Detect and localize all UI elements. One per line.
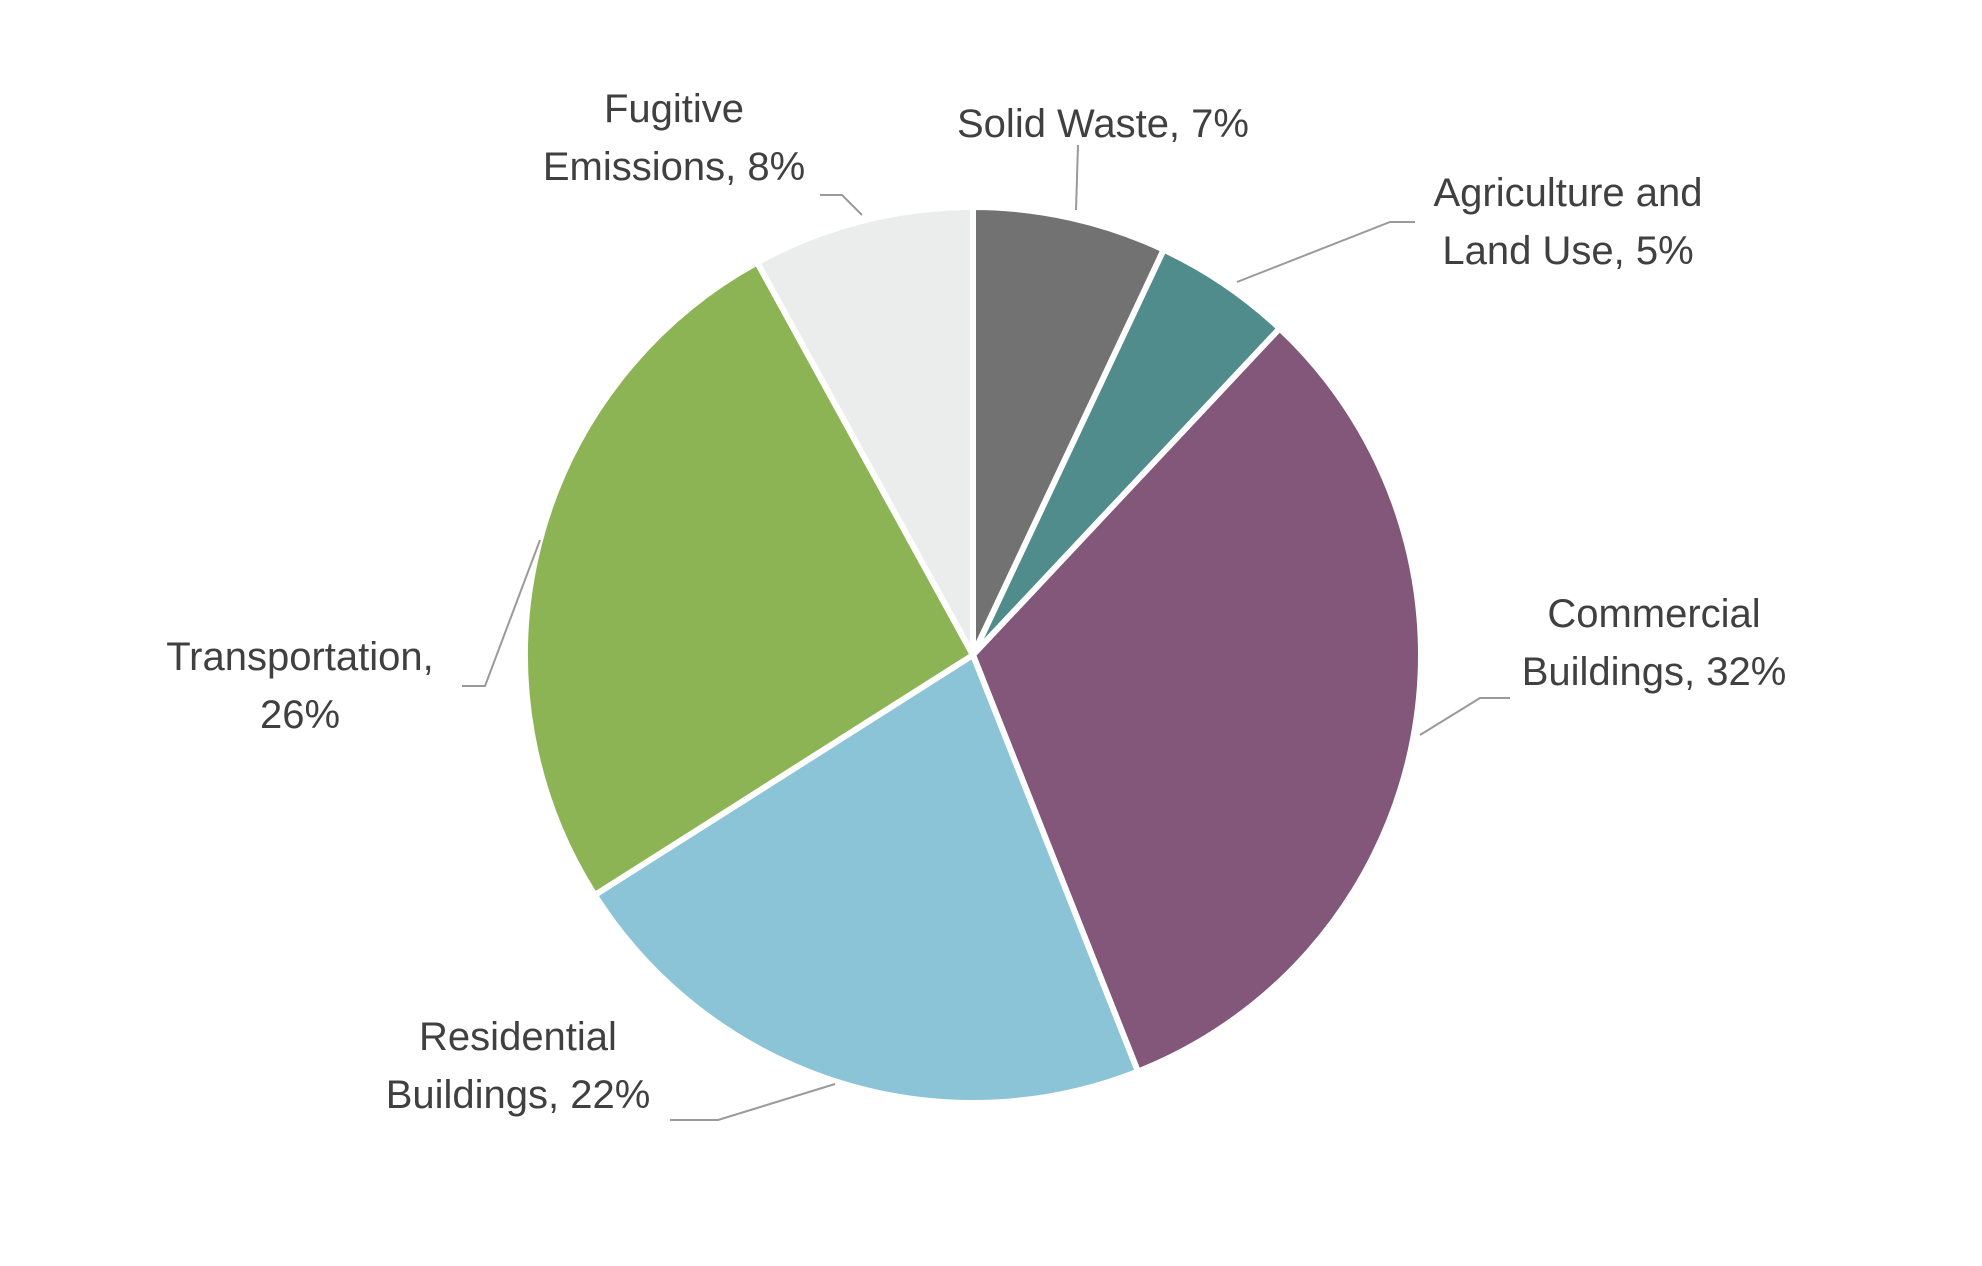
leader-line-transportation (462, 539, 541, 687)
data-label-fugitive-emissions: Fugitive Emissions, 8% (543, 87, 805, 189)
leader-line-residential-buildings (670, 1083, 836, 1121)
leader-line-fugitive-emissions (820, 194, 863, 216)
leader-line-solid-waste (1075, 144, 1079, 211)
data-labels-layer: Solid Waste, 7% Agriculture and Land Use, … (166, 87, 1786, 1117)
data-label-line: Buildings, 22% (386, 1073, 651, 1117)
pie-slice-solid-waste (970, 204, 1167, 658)
data-label-line: Transportation, (166, 635, 434, 679)
leader-lines-layer (462, 144, 1510, 1121)
data-label-line: Emissions, 8% (543, 145, 805, 189)
data-label-commercial-buildings: Commercial Buildings, 32% (1522, 592, 1787, 694)
slices-layer (522, 204, 1424, 1106)
pie-slice-residential-buildings (591, 652, 1141, 1106)
data-label-line: Buildings, 32% (1522, 650, 1787, 694)
data-label-line: Commercial (1547, 592, 1760, 636)
data-label-line: Agriculture and (1433, 171, 1702, 215)
data-label-transportation: Transportation, 26% (166, 635, 434, 737)
data-label-line: Solid Waste, 7% (957, 102, 1249, 146)
data-label-line: Fugitive (604, 87, 744, 131)
pie-slice-fugitive-emissions (754, 204, 976, 658)
data-label-solid-waste: Solid Waste, 7% (957, 102, 1249, 146)
pie-slice-commercial-buildings (970, 325, 1424, 1075)
data-label-residential-buildings: Residential Buildings, 22% (386, 1015, 651, 1117)
leader-line-commercial-buildings (1419, 697, 1510, 736)
leader-line-agriculture-and-land-use (1236, 221, 1415, 283)
data-label-line: Land Use, 5% (1442, 229, 1693, 273)
data-label-line: Residential (419, 1015, 617, 1059)
data-label-line: 26% (260, 693, 340, 737)
data-label-agriculture-and-land-use: Agriculture and Land Use, 5% (1433, 171, 1702, 273)
